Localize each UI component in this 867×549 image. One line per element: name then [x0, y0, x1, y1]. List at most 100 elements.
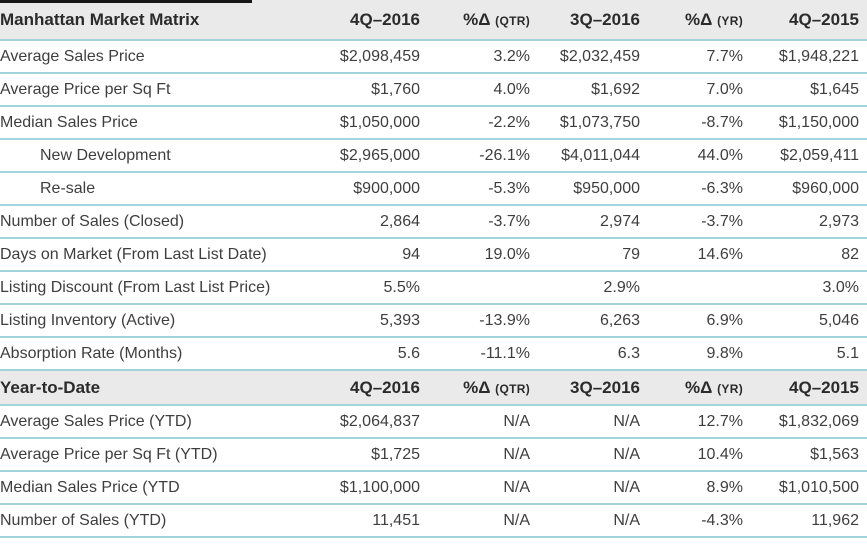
cell-value: 44.0%: [640, 140, 743, 173]
table-row: Days on Market (From Last List Date) 94 19…: [0, 239, 867, 272]
column-header-paren: (YR): [717, 381, 743, 396]
row-label: Listing Inventory (Active): [0, 305, 278, 338]
column-header-label: 4Q–2016: [350, 9, 420, 29]
column-header-label: %Δ: [685, 377, 713, 397]
section-header-main: Manhattan Market Matrix 4Q–2016 %Δ (QTR) 3Q…: [0, 0, 867, 41]
cell-value: $2,098,459: [278, 41, 420, 74]
cell-value: 2.9%: [530, 272, 640, 305]
column-header-paren: (QTR): [495, 13, 530, 28]
cell-value: 82: [743, 239, 867, 272]
cell-value: 19.0%: [420, 239, 530, 272]
cell-value: 11,962: [743, 505, 867, 538]
column-header: 3Q–2016: [530, 0, 640, 41]
column-header-paren: (QTR): [495, 381, 530, 396]
market-matrix-table: Manhattan Market Matrix 4Q–2016 %Δ (QTR) 3Q…: [0, 0, 867, 538]
row-label: Absorption Rate (Months): [0, 338, 278, 371]
cell-value: $950,000: [530, 173, 640, 206]
cell-value: 8.9%: [640, 472, 743, 505]
cell-value: 5.6: [278, 338, 420, 371]
column-header: 4Q–2016: [278, 0, 420, 41]
column-header-label: %Δ: [463, 377, 491, 397]
section-title: Year-to-Date: [0, 371, 278, 406]
row-label: Average Price per Sq Ft: [0, 74, 278, 107]
row-label: Average Sales Price (YTD): [0, 406, 278, 439]
cell-value: 6,263: [530, 305, 640, 338]
cell-value: 5.5%: [278, 272, 420, 305]
cell-value: 7.0%: [640, 74, 743, 107]
cell-value: N/A: [530, 406, 640, 439]
cell-value: -4.3%: [640, 505, 743, 538]
row-label: Listing Discount (From Last List Price): [0, 272, 278, 305]
cell-value: 2,973: [743, 206, 867, 239]
cell-value: [420, 272, 530, 305]
column-header: %Δ (YR): [640, 371, 743, 406]
row-label: Average Price per Sq Ft (YTD): [0, 439, 278, 472]
table-row: Average Price per Sq Ft $1,760 4.0% $1,692 7…: [0, 74, 867, 107]
table-body: Manhattan Market Matrix 4Q–2016 %Δ (QTR) 3Q…: [0, 0, 867, 538]
cell-value: $1,692: [530, 74, 640, 107]
cell-value: 7.7%: [640, 41, 743, 74]
cell-value: 5,046: [743, 305, 867, 338]
cell-value: 9.8%: [640, 338, 743, 371]
cell-value: $2,965,000: [278, 140, 420, 173]
cell-value: 5.1: [743, 338, 867, 371]
section-title: Manhattan Market Matrix: [0, 0, 278, 41]
cell-value: 2,864: [278, 206, 420, 239]
column-header: %Δ (QTR): [420, 371, 530, 406]
cell-value: 4.0%: [420, 74, 530, 107]
cell-value: 5,393: [278, 305, 420, 338]
cell-value: $1,760: [278, 74, 420, 107]
cell-value: $1,150,000: [743, 107, 867, 140]
cell-value: 79: [530, 239, 640, 272]
table-row: Median Sales Price (YTD $1,100,000 N/A N/A 8…: [0, 472, 867, 505]
cell-value: 14.6%: [640, 239, 743, 272]
cell-value: $2,059,411: [743, 140, 867, 173]
cell-value: 11,451: [278, 505, 420, 538]
column-header: %Δ (YR): [640, 0, 743, 41]
row-label: New Development: [0, 140, 278, 173]
cell-value: $900,000: [278, 173, 420, 206]
row-label: Number of Sales (Closed): [0, 206, 278, 239]
cell-value: $4,011,044: [530, 140, 640, 173]
top-black-rule: [0, 0, 252, 3]
cell-value: $1,100,000: [278, 472, 420, 505]
table-row: New Development $2,965,000 -26.1% $4,011,04…: [0, 140, 867, 173]
cell-value: $1,948,221: [743, 41, 867, 74]
row-label: Median Sales Price: [0, 107, 278, 140]
cell-value: -6.3%: [640, 173, 743, 206]
cell-value: 6.3: [530, 338, 640, 371]
column-header-label: 3Q–2016: [570, 9, 640, 29]
cell-value: N/A: [420, 505, 530, 538]
cell-value: N/A: [530, 472, 640, 505]
table-row: Listing Discount (From Last List Price) 5…: [0, 272, 867, 305]
cell-value: 10.4%: [640, 439, 743, 472]
cell-value: 12.7%: [640, 406, 743, 439]
cell-value: $1,073,750: [530, 107, 640, 140]
table-row: Average Sales Price $2,098,459 3.2% $2,032,…: [0, 41, 867, 74]
cell-value: N/A: [420, 406, 530, 439]
column-header-label: 4Q–2016: [350, 377, 420, 397]
table-row: Number of Sales (YTD) 11,451 N/A N/A -4.3% 11…: [0, 505, 867, 538]
cell-value: N/A: [420, 439, 530, 472]
cell-value: $1,050,000: [278, 107, 420, 140]
table-row: Number of Sales (Closed) 2,864 -3.7% 2,974-…: [0, 206, 867, 239]
section-header-ytd: Year-to-Date 4Q–2016 %Δ (QTR) 3Q–2016 %Δ (YR…: [0, 371, 867, 406]
cell-value: $1,725: [278, 439, 420, 472]
column-header-label: 3Q–2016: [570, 377, 640, 397]
row-label: Number of Sales (YTD): [0, 505, 278, 538]
cell-value: $2,032,459: [530, 41, 640, 74]
cell-value: 6.9%: [640, 305, 743, 338]
cell-value: 3.2%: [420, 41, 530, 74]
column-header: 4Q–2015: [743, 0, 867, 41]
column-header-paren: (YR): [717, 13, 743, 28]
row-label: Average Sales Price: [0, 41, 278, 74]
column-header: 4Q–2015: [743, 371, 867, 406]
cell-value: 2,974: [530, 206, 640, 239]
cell-value: [640, 272, 743, 305]
table-row: Re-sale $900,000 -5.3% $950,000 -6.3% $960,00…: [0, 173, 867, 206]
cell-value: $1,010,500: [743, 472, 867, 505]
table-row: Average Price per Sq Ft (YTD) $1,725 N/A N/…: [0, 439, 867, 472]
table-row: Listing Inventory (Active) 5,393 -13.9% 6,2…: [0, 305, 867, 338]
cell-value: -26.1%: [420, 140, 530, 173]
